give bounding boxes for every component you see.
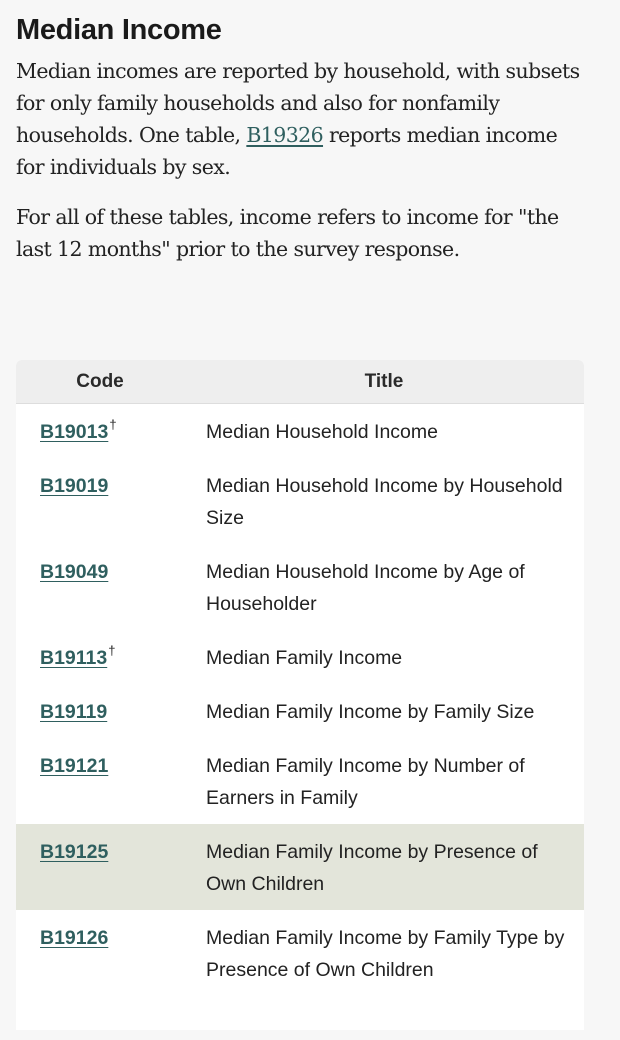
- b19326-link[interactable]: B19326: [246, 123, 324, 147]
- table-row: B19126 Median Family Income by Family Ty…: [16, 910, 584, 996]
- code-cell: B19125: [16, 824, 184, 910]
- title-cell: Median Household Income by Household Siz…: [206, 475, 563, 529]
- dagger-mark: †: [109, 417, 117, 432]
- code-cell: B19119: [16, 684, 184, 738]
- table-code-link[interactable]: B19119: [40, 701, 108, 723]
- table-row: B19121 Median Family Income by Number of…: [16, 738, 584, 824]
- title-cell: Median Family Income by Family Type by P…: [206, 927, 565, 981]
- income-tables-table: Code Title B19013† Median Household Inco…: [16, 360, 584, 996]
- table-code-link[interactable]: B19113: [40, 647, 108, 669]
- intro-paragraph: Median incomes are reported by household…: [16, 55, 588, 183]
- table-row: B19049 Median Household Income by Age of…: [16, 544, 584, 630]
- table-code-link[interactable]: B19049: [40, 561, 109, 583]
- code-column-header: Code: [16, 360, 184, 404]
- title-cell: Median Family Income by Family Size: [206, 701, 535, 723]
- dagger-mark: †: [108, 643, 116, 658]
- section-heading: Median Income: [16, 14, 222, 46]
- table-row-hovered: B19125 Median Family Income by Presence …: [16, 824, 584, 910]
- table-code-link[interactable]: B19019: [40, 475, 109, 497]
- code-cell: B19019: [16, 458, 184, 544]
- tables-list: Code Title B19013† Median Household Inco…: [16, 360, 584, 1030]
- table-code-link[interactable]: B19126: [40, 927, 109, 949]
- table-code-link[interactable]: B19125: [40, 841, 109, 863]
- title-cell: Median Household Income: [206, 421, 438, 443]
- income-note-paragraph: For all of these tables, income refers t…: [16, 205, 559, 261]
- code-cell: B19013†: [16, 404, 184, 459]
- content-section: Median Income Median incomes are reporte…: [16, 14, 588, 265]
- title-cell: Median Family Income by Number of Earner…: [206, 755, 525, 809]
- intro-text-start: Median incomes are reported by household…: [16, 59, 580, 147]
- code-cell: B19113†: [16, 630, 184, 684]
- title-cell: Median Family Income by Presence of Own …: [184, 824, 584, 910]
- table-code-link[interactable]: B19013: [40, 421, 109, 443]
- table-code-link[interactable]: B19121: [40, 755, 109, 777]
- table-header-row: Code Title: [16, 360, 584, 404]
- code-cell: B19121: [16, 738, 184, 824]
- title-cell: Median Family Income: [206, 647, 403, 669]
- code-cell: B19049: [16, 544, 184, 630]
- title-column-header: Title: [184, 360, 584, 404]
- title-cell: Median Household Income by Age of Househ…: [206, 561, 525, 615]
- table-row: B19019 Median Household Income by Househ…: [16, 458, 584, 544]
- table-row: B19119 Median Family Income by Family Si…: [16, 684, 584, 738]
- table-row: B19013† Median Household Income: [16, 404, 584, 459]
- code-cell: B19126: [16, 910, 184, 996]
- table-row: B19113† Median Family Income: [16, 630, 584, 684]
- intro-text-end: reports median income for individuals by…: [16, 123, 558, 179]
